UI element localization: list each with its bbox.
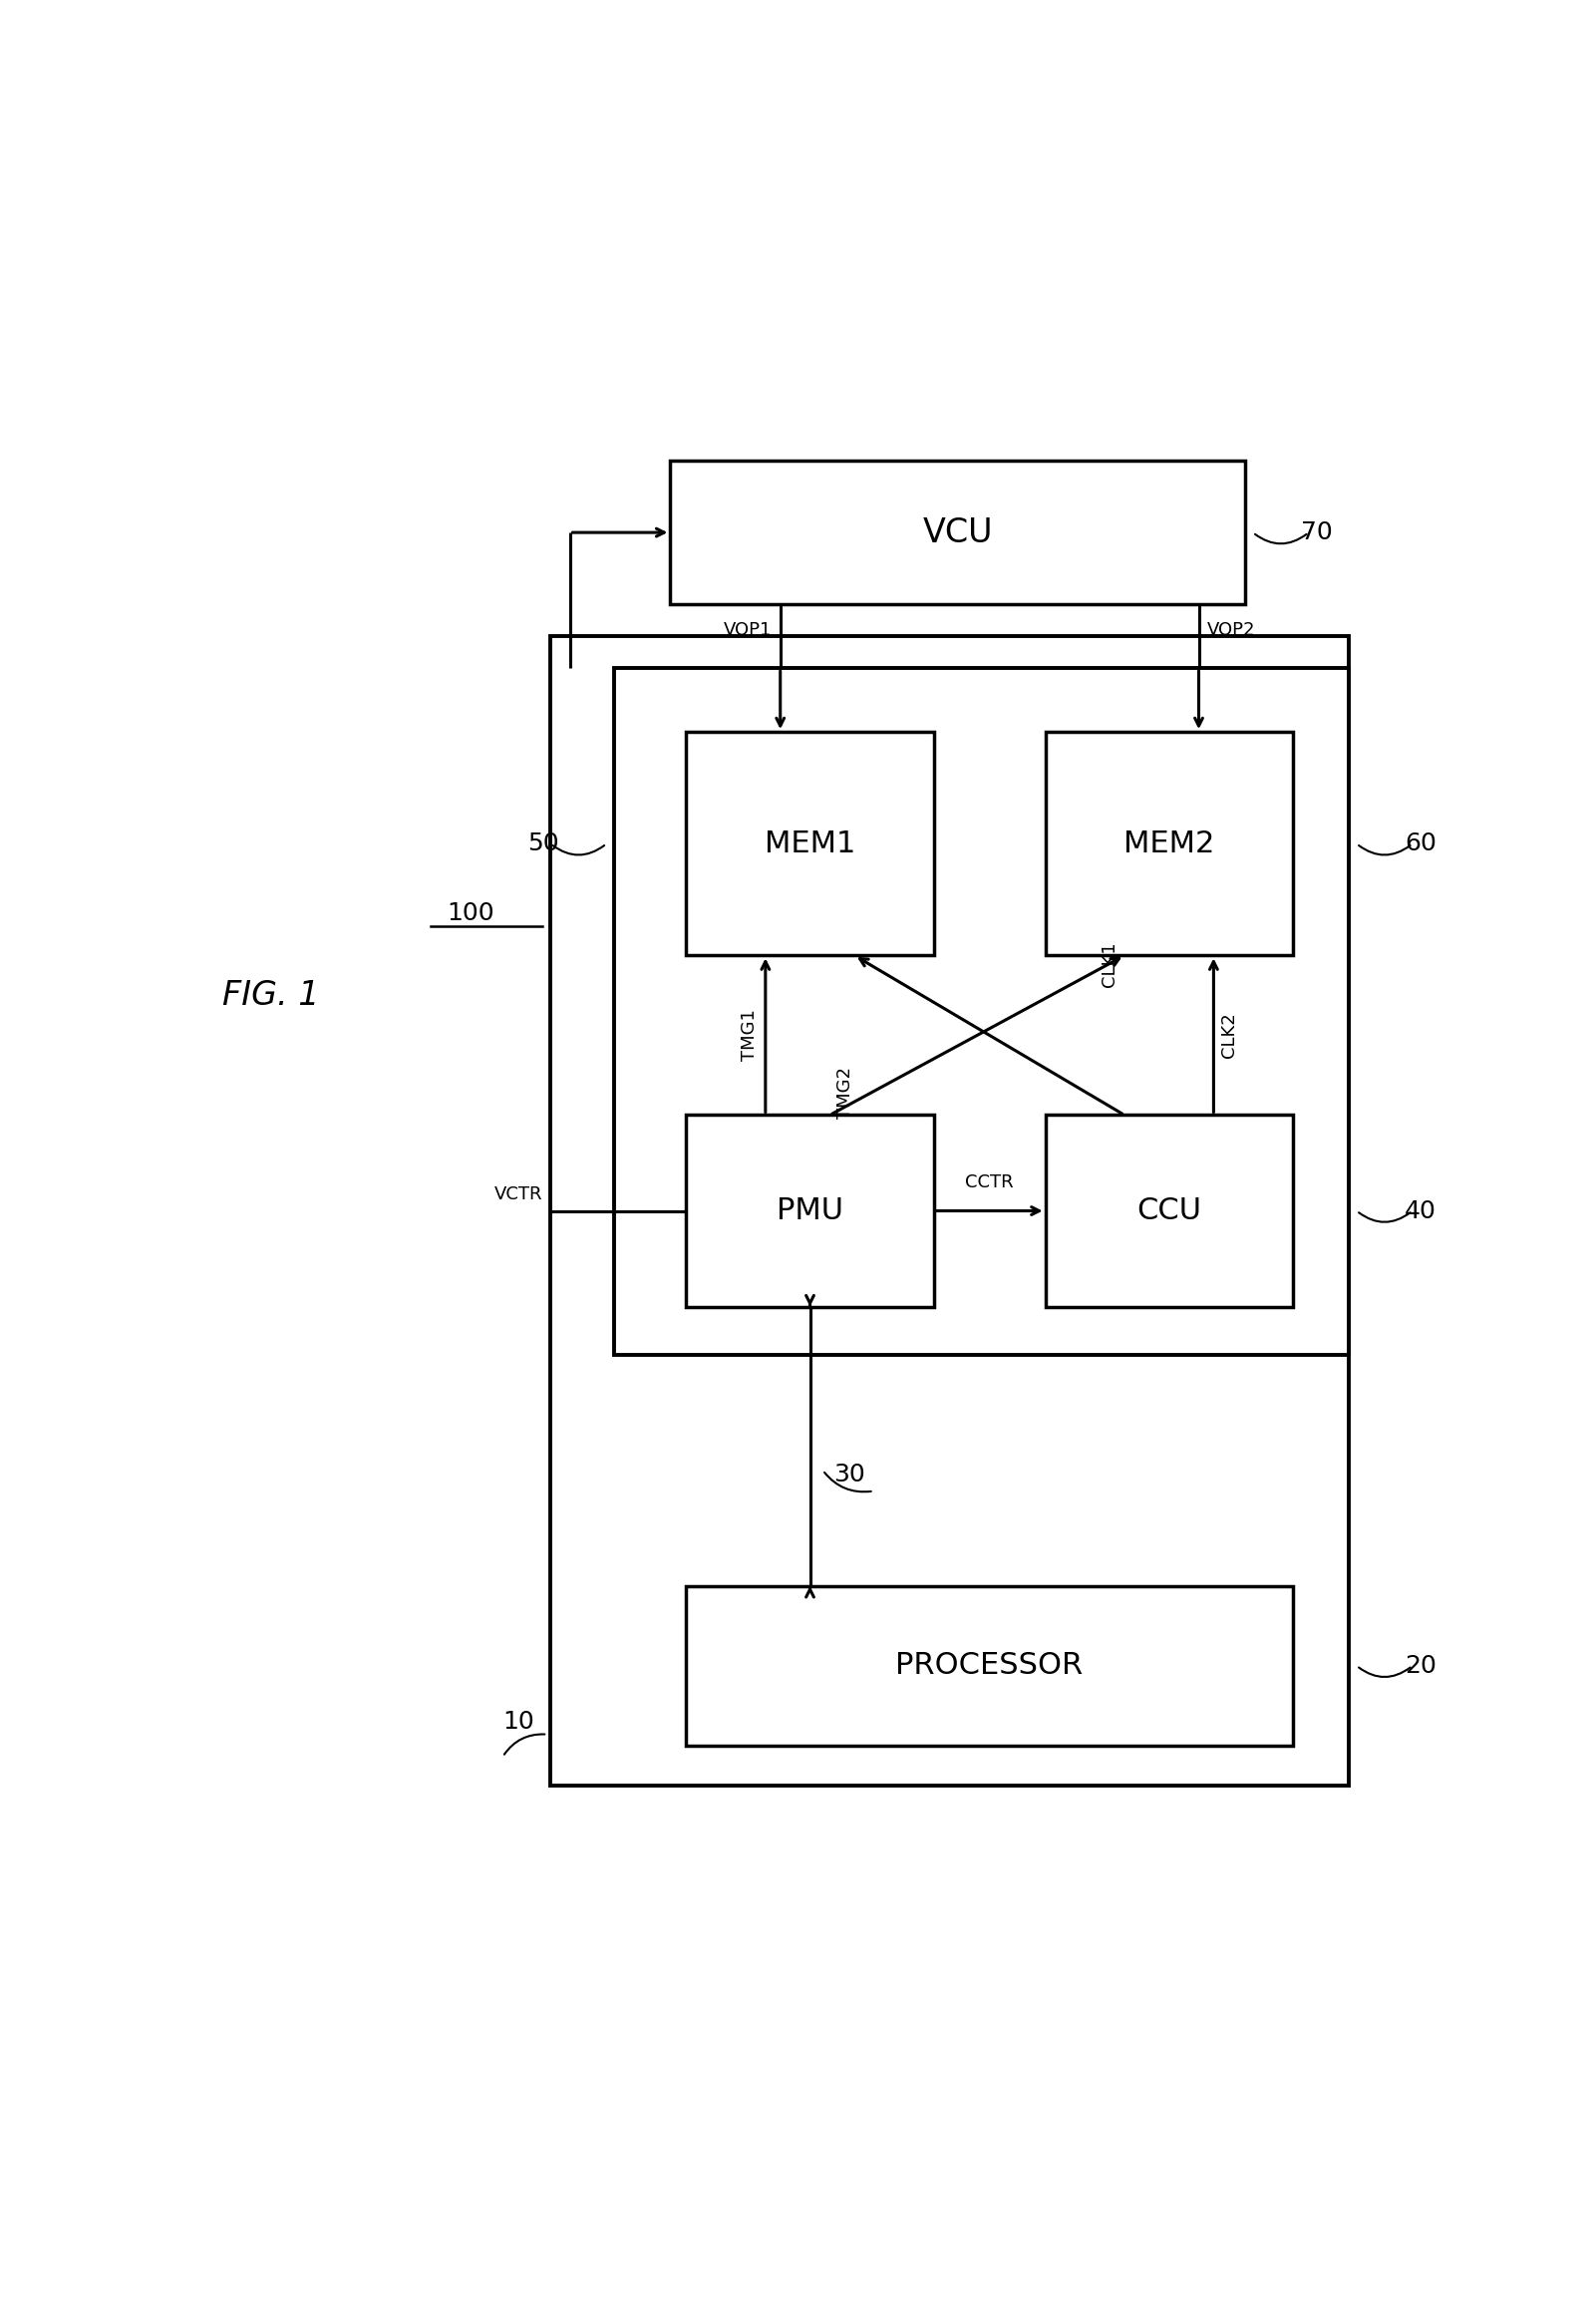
Text: CCU: CCU: [1136, 1197, 1202, 1224]
Text: FIG. 1: FIG. 1: [223, 979, 319, 1012]
Text: 10: 10: [503, 1709, 535, 1732]
Text: PROCESSOR: PROCESSOR: [895, 1652, 1084, 1679]
Bar: [551, 635, 1349, 1786]
Bar: [1045, 732, 1293, 956]
Text: MEM1: MEM1: [764, 829, 855, 859]
Text: 60: 60: [1404, 832, 1436, 855]
Bar: [1045, 1116, 1293, 1307]
Text: 50: 50: [527, 832, 559, 855]
Text: PMU: PMU: [777, 1197, 843, 1224]
Bar: [614, 668, 1349, 1354]
Bar: [686, 732, 934, 956]
Text: CLK1: CLK1: [1100, 942, 1119, 986]
Bar: [670, 460, 1245, 605]
Bar: [686, 1587, 1293, 1746]
Text: 30: 30: [833, 1462, 865, 1485]
Text: CLK2: CLK2: [1219, 1012, 1238, 1058]
Text: 40: 40: [1404, 1199, 1436, 1222]
Text: TMG2: TMG2: [836, 1067, 854, 1118]
Text: VCTR: VCTR: [495, 1185, 543, 1204]
Text: 20: 20: [1404, 1654, 1436, 1677]
Text: VCU: VCU: [922, 515, 993, 550]
Text: 70: 70: [1301, 520, 1333, 545]
Text: MEM2: MEM2: [1124, 829, 1215, 859]
Text: CCTR: CCTR: [966, 1173, 1013, 1192]
Bar: [686, 1116, 934, 1307]
Text: VOP1: VOP1: [725, 621, 772, 640]
Text: 100: 100: [447, 901, 495, 924]
Text: VOP2: VOP2: [1207, 621, 1254, 640]
Text: TMG1: TMG1: [741, 1009, 760, 1060]
